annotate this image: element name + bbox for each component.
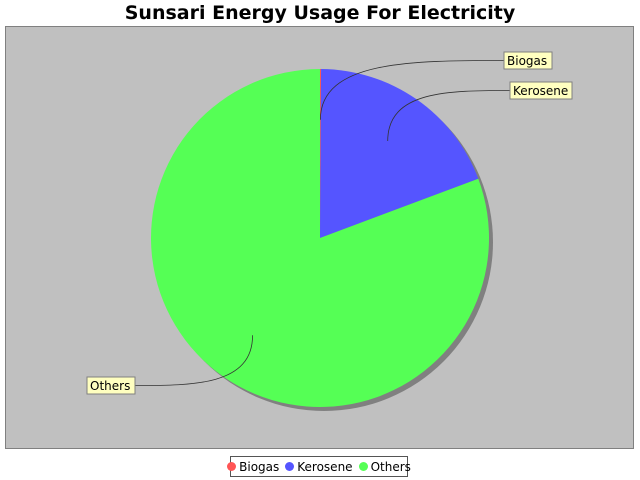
legend-label-biogas: Biogas	[239, 459, 280, 474]
slice-label-box-others	[86, 376, 136, 395]
legend-item-biogas: Biogas	[227, 460, 279, 474]
chart-title: Sunsari Energy Usage For Electricity	[124, 2, 516, 24]
pie-slice-kerosene	[320, 69, 479, 239]
slice-label-biogas: Biogas	[507, 54, 547, 68]
slice-label-box-biogas	[503, 51, 553, 70]
pie-slice-others	[150, 69, 489, 407]
slice-label-others: Others	[90, 379, 130, 393]
slice-label-kerosene: Kerosene	[513, 84, 568, 98]
leader-line-others	[134, 335, 253, 386]
leader-line-biogas	[319, 60, 505, 120]
legend-label-others: Others	[370, 459, 411, 474]
slice-label-box-kerosene	[509, 81, 573, 100]
legend-label-kerosene: Kerosene	[297, 459, 353, 474]
legend-item-kerosene: Kerosene	[285, 459, 353, 474]
leader-line-kerosene	[387, 90, 511, 142]
legend-swatch-biogas	[227, 462, 237, 471]
legend: Biogas Kerosene Others	[227, 456, 411, 477]
legend-item-others: Others	[358, 459, 411, 474]
pie-chart: Biogas Kerosene Others	[5, 26, 634, 449]
legend-swatch-others	[358, 462, 368, 471]
legend-swatch-kerosene	[285, 462, 295, 471]
